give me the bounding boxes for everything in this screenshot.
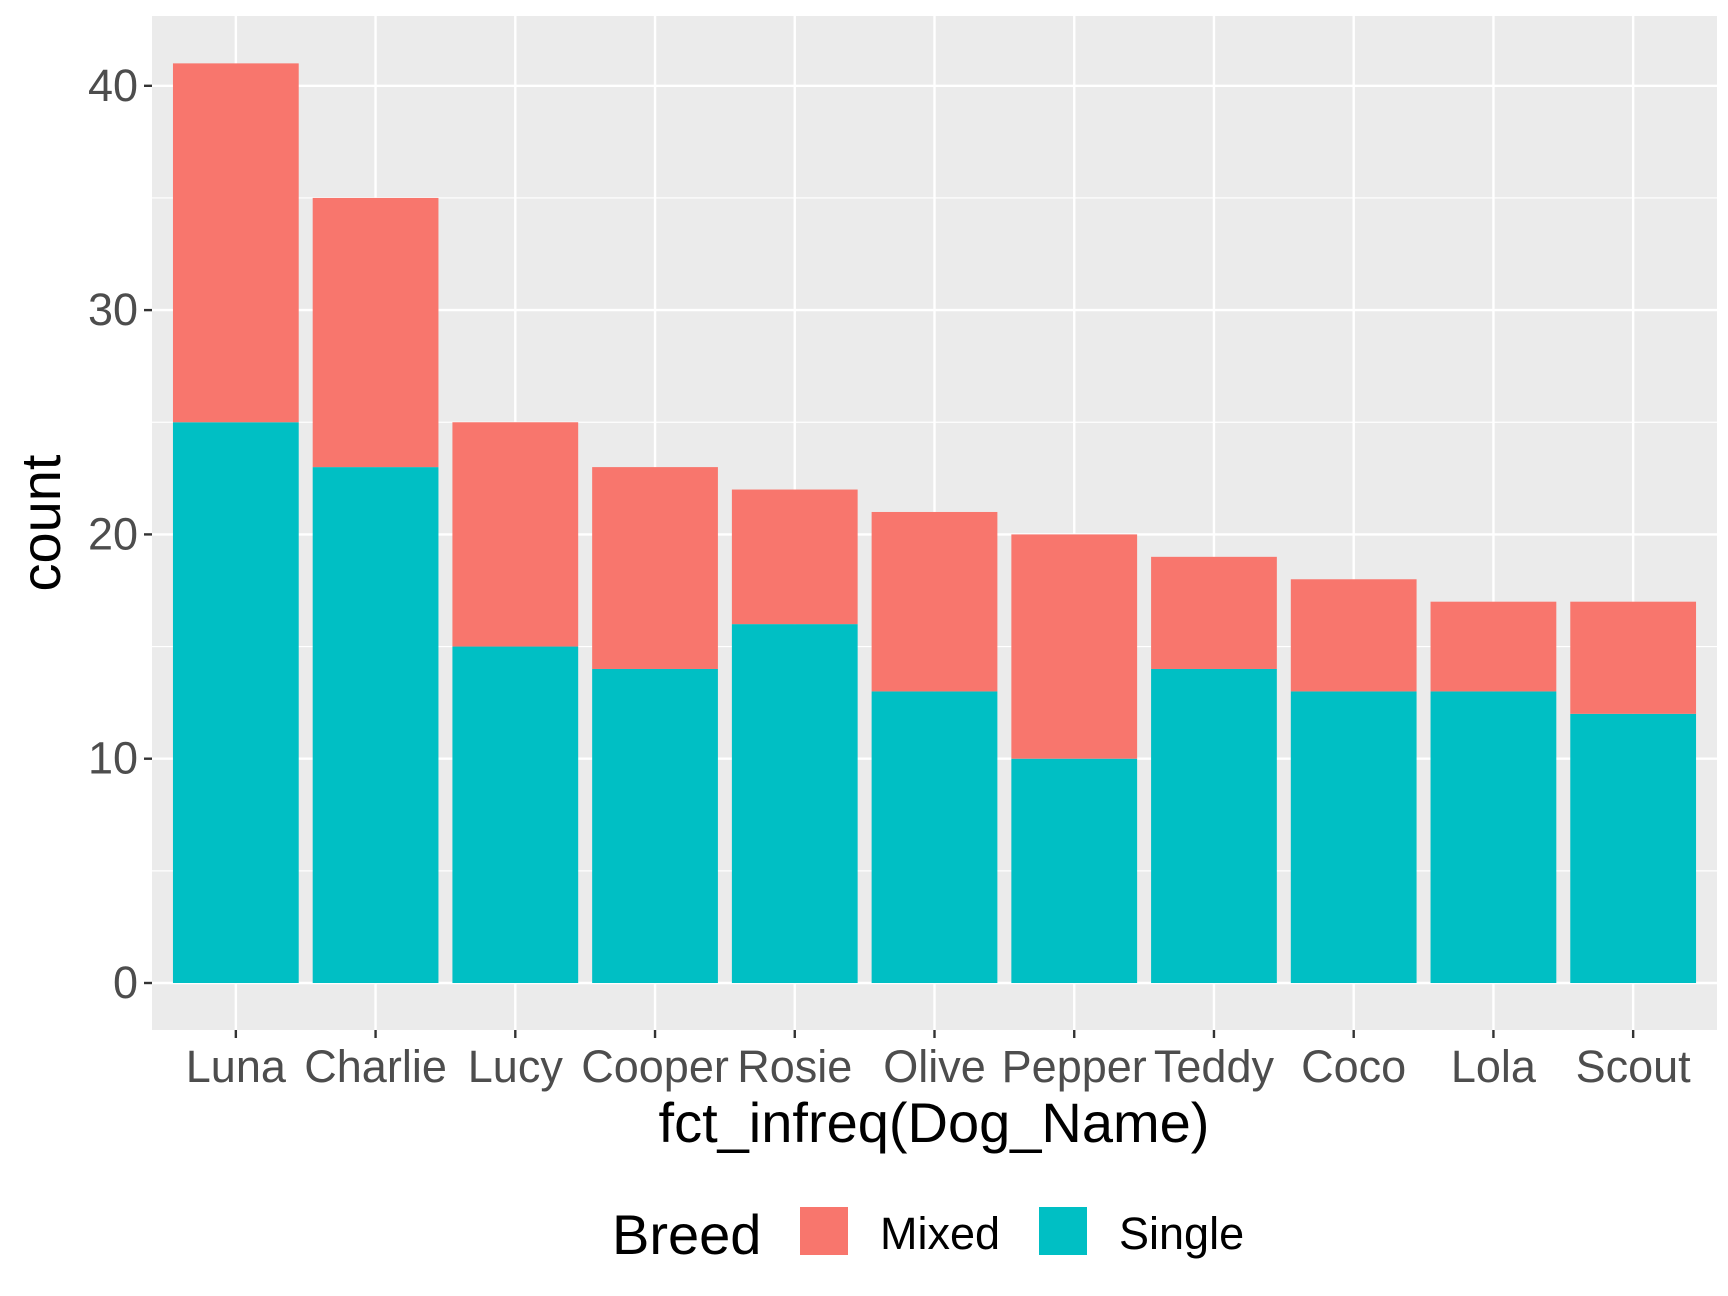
bar-single <box>452 646 579 983</box>
x-tick-label: Charlie <box>304 1041 447 1092</box>
bar-single <box>1151 668 1277 983</box>
bar-mixed <box>592 467 718 669</box>
x-tick-label: Luna <box>186 1041 287 1092</box>
x-tick-label: Rosie <box>737 1041 852 1092</box>
bar-mixed <box>1151 556 1277 669</box>
bar-mixed <box>871 511 998 692</box>
y-tick-label: 40 <box>88 60 138 111</box>
x-axis-title: fct_infreq(Dog_Name) <box>659 1091 1210 1154</box>
x-tick-label: Scout <box>1576 1041 1692 1092</box>
y-tick-label: 10 <box>88 733 138 784</box>
legend-title: Breed <box>612 1203 761 1266</box>
bar-single <box>172 422 299 983</box>
bar-single <box>312 467 439 983</box>
bar-single <box>731 624 858 983</box>
bar-single <box>1011 758 1138 983</box>
bar-mixed <box>1430 601 1557 692</box>
bar-mixed <box>1290 579 1417 692</box>
legend: Breed Mixed Single <box>612 1203 1244 1266</box>
bar-single <box>1570 713 1697 983</box>
bar-single <box>871 691 998 983</box>
y-axis: 0 10 20 30 40 <box>88 60 152 1008</box>
bar-mixed <box>1570 601 1697 714</box>
y-tick-label: 30 <box>88 284 138 335</box>
bar-single <box>592 668 718 983</box>
bars <box>172 63 1697 983</box>
legend-label-single: Single <box>1119 1208 1244 1259</box>
x-tick-label: Olive <box>883 1041 986 1092</box>
x-axis: Luna Charlie Lucy Cooper Rosie Olive Pepper Ted… <box>186 1030 1691 1092</box>
bar-single <box>1290 691 1417 983</box>
legend-key-single <box>1039 1207 1087 1255</box>
x-tick-label: Cooper <box>581 1041 729 1092</box>
bar-mixed <box>452 422 579 647</box>
x-tick-label: Coco <box>1301 1041 1406 1092</box>
bar-mixed <box>312 197 439 468</box>
x-tick-label: Lucy <box>468 1041 564 1092</box>
bar-mixed <box>731 489 858 625</box>
y-axis-title: count <box>9 454 72 591</box>
y-tick-label: 20 <box>88 508 138 559</box>
x-tick-label: Teddy <box>1154 1041 1275 1092</box>
x-tick-label: Lola <box>1451 1041 1537 1092</box>
bar-mixed <box>1011 534 1138 759</box>
legend-key-mixed <box>800 1207 848 1255</box>
bar-mixed <box>172 63 299 423</box>
x-tick-label: Pepper <box>1002 1041 1147 1092</box>
y-tick-label: 0 <box>113 957 138 1008</box>
legend-label-mixed: Mixed <box>880 1208 1000 1259</box>
bar-single <box>1430 691 1557 983</box>
